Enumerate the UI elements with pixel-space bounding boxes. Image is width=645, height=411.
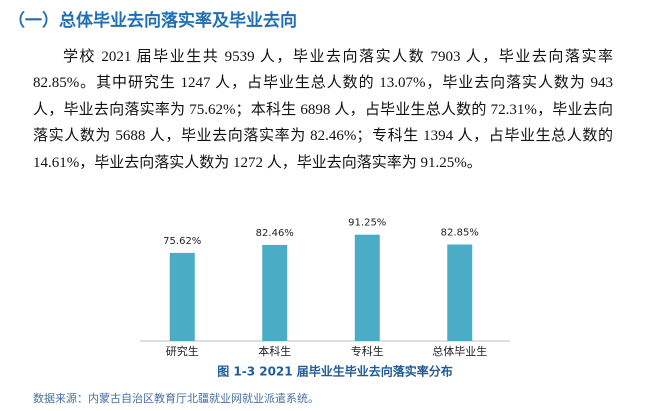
chart: 图 1-3 2021 届毕业生毕业去向落实率分布 研究生 75.62% 本科生 82.… — [140, 218, 510, 379]
bar — [354, 234, 380, 341]
data-label: 75.62% — [163, 236, 201, 247]
x-tick-label: 本科生 — [258, 344, 291, 358]
x-tick-label: 总体毕业生 — [432, 344, 487, 358]
x-tick-label: 研究生 — [166, 344, 199, 358]
section-title: （一）总体毕业去向落实率及毕业去向 — [8, 11, 297, 31]
bar — [169, 252, 195, 341]
x-tick-label: 专科生 — [351, 344, 384, 358]
bar — [262, 244, 288, 341]
data-label: 82.85% — [441, 227, 479, 238]
source-note: 数据来源：内蒙古自治区教育厅北疆就业网就业派遣系统。 — [33, 393, 319, 405]
paragraph: 学校 2021 届毕业生共 9539 人，毕业去向落实人数 7903 人，毕业去… — [33, 49, 613, 171]
data-label: 91.25% — [348, 218, 386, 229]
chart-caption: 图 1-3 2021 届毕业生毕业去向落实率分布 — [217, 364, 453, 379]
bar — [447, 244, 473, 341]
data-label: 82.46% — [256, 228, 294, 239]
